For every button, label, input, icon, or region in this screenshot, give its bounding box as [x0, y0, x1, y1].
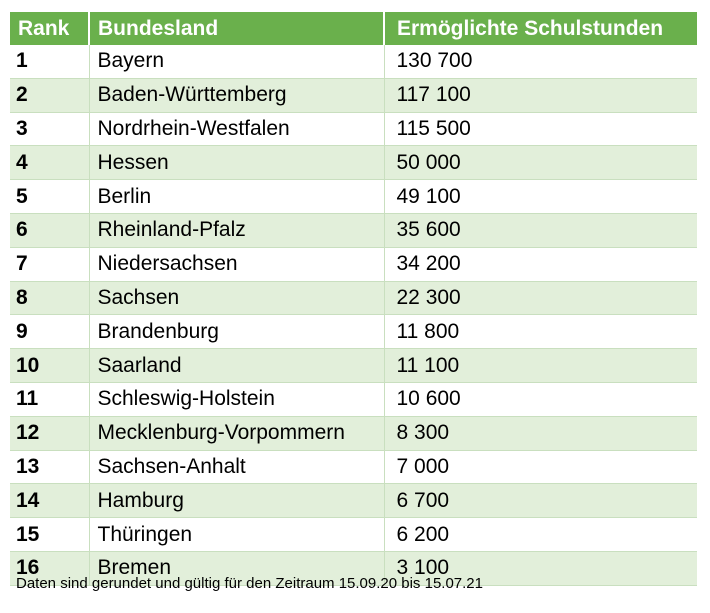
bundesland-cell: Hamburg: [89, 483, 385, 519]
bundesland-cell: Nordrhein-Westfalen: [89, 112, 385, 147]
table-row: 10 Saarland 11 100: [10, 348, 697, 383]
table-row: 16 Bremen 3 100: [10, 551, 697, 586]
table-row: 9 Brandenburg 11 800: [10, 314, 697, 350]
schulstunden-cell: 11 800: [384, 314, 697, 350]
header-bundesland: Bundesland: [89, 12, 385, 45]
rank-cell: 16: [10, 551, 90, 586]
rank-cell: 14: [10, 483, 90, 519]
rank-cell: 5: [10, 179, 90, 214]
table-row: 11 Schleswig-Holstein 10 600: [10, 382, 697, 417]
table-row: 6 Rheinland-Pfalz 35 600: [10, 213, 697, 248]
schulstunden-cell: 49 100: [384, 179, 697, 214]
table-body: 1 Bayern 130 700 2 Baden-Württemberg 117 100 3…: [10, 45, 697, 586]
header-row: Rank Bundesland Ermöglichte Schulstunden: [10, 12, 697, 45]
schulstunden-cell: 34 200: [384, 247, 697, 282]
table-row: 3 Nordrhein-Westfalen 115 500: [10, 112, 697, 147]
table-row: 12 Mecklenburg-Vorpommern 8 300: [10, 416, 697, 451]
table-row: 4 Hessen 50 000: [10, 145, 697, 181]
bundesland-cell: Mecklenburg-Vorpommern: [89, 416, 385, 451]
rank-cell: 10: [10, 348, 90, 383]
schulstunden-cell: 7 000: [384, 450, 697, 485]
schulstunden-cell: 117 100: [384, 78, 697, 113]
table-row: 5 Berlin 49 100: [10, 179, 697, 214]
bundesland-cell: Brandenburg: [89, 314, 385, 350]
rank-cell: 4: [10, 145, 90, 181]
bundesland-cell: Thüringen: [89, 517, 385, 552]
schulstunden-cell: 8 300: [384, 416, 697, 451]
schulstunden-cell: 3 100: [384, 551, 697, 586]
bundesland-cell: Bayern: [89, 45, 385, 79]
rank-cell: 15: [10, 517, 90, 552]
schulstunden-cell: 6 200: [384, 517, 697, 552]
schulstunden-cell: 22 300: [384, 281, 697, 316]
rank-cell: 2: [10, 78, 90, 113]
bundesland-cell: Baden-Württemberg: [89, 78, 385, 113]
bundesland-cell: Sachsen-Anhalt: [89, 450, 385, 485]
ranking-table-container: Rank Bundesland Ermöglichte Schulstunden…: [10, 12, 697, 586]
table-row: 2 Baden-Württemberg 117 100: [10, 78, 697, 113]
rank-cell: 13: [10, 450, 90, 485]
table-row: 8 Sachsen 22 300: [10, 281, 697, 316]
ranking-table: Rank Bundesland Ermöglichte Schulstunden…: [10, 12, 697, 586]
schulstunden-cell: 50 000: [384, 145, 697, 181]
bundesland-cell: Bremen: [89, 551, 385, 586]
schulstunden-cell: 10 600: [384, 382, 697, 417]
bundesland-cell: Berlin: [89, 179, 385, 214]
bundesland-cell: Niedersachsen: [89, 247, 385, 282]
rank-cell: 12: [10, 416, 90, 451]
schulstunden-cell: 35 600: [384, 213, 697, 248]
schulstunden-cell: 11 100: [384, 348, 697, 383]
rank-cell: 1: [10, 45, 90, 79]
schulstunden-cell: 115 500: [384, 112, 697, 147]
rank-cell: 7: [10, 247, 90, 282]
schulstunden-cell: 130 700: [384, 45, 697, 79]
rank-cell: 8: [10, 281, 90, 316]
header-schulstunden: Ermöglichte Schulstunden: [384, 12, 697, 45]
rank-cell: 9: [10, 314, 90, 350]
bundesland-cell: Schleswig-Holstein: [89, 382, 385, 417]
footnote: Daten sind gerundet und gültig für den Z…: [16, 575, 483, 592]
table-row: 15 Thüringen 6 200: [10, 517, 697, 552]
bundesland-cell: Sachsen: [89, 281, 385, 316]
bundesland-cell: Hessen: [89, 145, 385, 181]
table-row: 13 Sachsen-Anhalt 7 000: [10, 450, 697, 485]
bundesland-cell: Saarland: [89, 348, 385, 383]
rank-cell: 6: [10, 213, 90, 248]
table-row: 1 Bayern 130 700: [10, 45, 697, 79]
schulstunden-cell: 6 700: [384, 483, 697, 519]
bundesland-cell: Rheinland-Pfalz: [89, 213, 385, 248]
table-header: Rank Bundesland Ermöglichte Schulstunden: [10, 12, 697, 45]
header-rank: Rank: [10, 12, 90, 45]
table-row: 14 Hamburg 6 700: [10, 483, 697, 519]
rank-cell: 3: [10, 112, 90, 147]
rank-cell: 11: [10, 382, 90, 417]
table-row: 7 Niedersachsen 34 200: [10, 247, 697, 282]
